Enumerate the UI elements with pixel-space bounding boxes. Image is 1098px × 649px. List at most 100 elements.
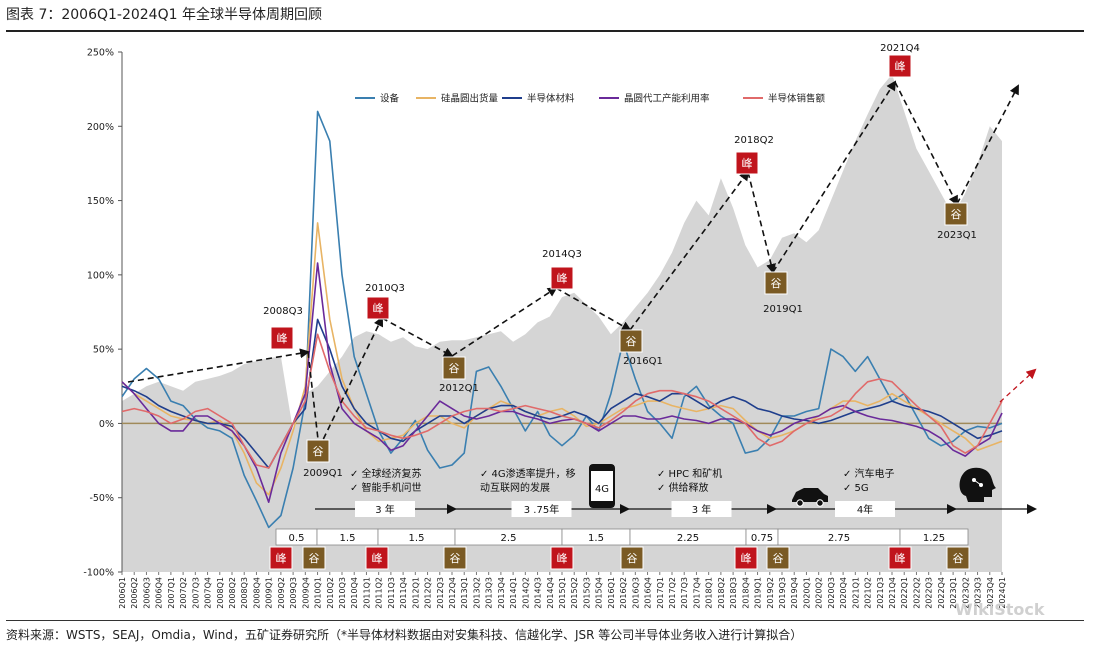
x-tick-label: 2016Q1	[607, 577, 616, 609]
bottom-marker	[946, 546, 970, 570]
x-tick-label: 2022Q3	[925, 577, 934, 609]
x-tick-label: 2016Q2	[619, 577, 628, 609]
driver-text: 动互联网的发展	[480, 481, 550, 494]
bottom-marker-text: 峰	[741, 552, 752, 565]
x-tick-label: 2015Q3	[582, 577, 591, 609]
trough-date-label: 2009Q1	[303, 468, 343, 479]
x-tick-label: 2014Q4	[546, 577, 555, 609]
x-tick-label: 2020Q3	[827, 577, 836, 609]
x-tick-label: 2013Q4	[497, 577, 506, 609]
x-tick-label: 2009Q2	[277, 577, 286, 609]
x-tick-label: 2011Q4	[399, 577, 408, 609]
phase-duration-label: 1.5	[588, 533, 604, 544]
trend-arrow	[381, 317, 454, 357]
driver-text: ✓ 全球经济复苏	[350, 467, 422, 480]
x-tick-label: 2009Q4	[301, 577, 310, 609]
cycle-area	[122, 74, 1002, 573]
y-tick-label: -100%	[83, 568, 114, 579]
driver-text: ✓ 供给释放	[657, 481, 709, 494]
legend-label: 设备	[380, 93, 400, 105]
bottom-marker	[302, 546, 326, 570]
x-tick-label: 2006Q1	[118, 577, 127, 609]
trough-badge-text: 谷	[449, 362, 460, 375]
y-tick-label: 50%	[93, 345, 114, 356]
cycle-label-bg	[511, 501, 572, 517]
x-tick-label: 2020Q1	[802, 577, 811, 609]
phase-duration-label: 0.5	[289, 533, 305, 544]
y-tick-label: 250%	[87, 48, 114, 59]
x-tick-label: 2020Q2	[815, 577, 824, 609]
x-tick-label: 2010Q2	[326, 577, 335, 609]
peak-badge-text: 峰	[557, 272, 568, 285]
x-tick-label: 2017Q2	[668, 577, 677, 609]
x-tick-label: 2009Q3	[289, 577, 298, 609]
cycle-length-label: 3 年	[375, 503, 395, 516]
y-tick-label: 100%	[87, 270, 114, 281]
legend-label: 半导体材料	[527, 93, 575, 105]
x-tick-label: 2019Q1	[754, 577, 763, 609]
x-tick-label: 2023Q3	[974, 577, 983, 609]
y-tick-label: 150%	[87, 196, 114, 207]
driver-text: ✓ 5G	[843, 483, 869, 494]
peak-badge-text: 峰	[373, 302, 384, 315]
x-tick-label: 2008Q4	[252, 577, 261, 609]
x-tick-label: 2012Q2	[424, 577, 433, 609]
title-rule	[6, 30, 1084, 32]
x-tick-label: 2021Q4	[888, 577, 897, 609]
trough-badge	[306, 439, 330, 463]
trough-date-label: 2023Q1	[937, 230, 977, 241]
x-tick-label: 2020Q4	[839, 577, 848, 609]
bottom-marker	[620, 546, 644, 570]
bottom-marker	[888, 546, 912, 570]
x-tick-label: 2014Q3	[534, 577, 543, 609]
x-tick-label: 2017Q4	[692, 577, 701, 609]
legend-label: 硅晶圆出货量	[441, 93, 499, 105]
x-tick-label: 2015Q1	[558, 577, 567, 609]
trend-arrow	[318, 316, 384, 449]
x-tick-label: 2018Q3	[729, 577, 738, 609]
phase-duration-label: 1.5	[409, 533, 425, 544]
phase-duration-label: 2.75	[828, 533, 850, 544]
x-tick-label: 2021Q2	[864, 577, 873, 609]
trough-badge-text: 谷	[951, 208, 962, 221]
trend-arrow	[307, 351, 324, 450]
series-wafer-line	[121, 222, 1003, 496]
cycle-label-bg	[355, 501, 415, 517]
x-tick-label: 2019Q3	[778, 577, 787, 609]
peak-badge	[550, 266, 574, 290]
x-tick-label: 2009Q1	[265, 577, 274, 609]
trend-arrow	[555, 287, 632, 331]
bottom-marker	[766, 546, 790, 570]
x-tick-label: 2023Q1	[949, 577, 958, 609]
phone-icon-bottom	[590, 501, 614, 507]
phase-duration-label: 0.75	[751, 533, 773, 544]
peak-badge-text: 峰	[277, 332, 288, 345]
peak-badge	[270, 326, 294, 350]
peak-badge	[735, 151, 759, 175]
x-tick-label: 2007Q2	[179, 577, 188, 609]
x-tick-label: 2006Q2	[130, 577, 139, 609]
series-sales-line	[121, 333, 1003, 469]
x-tick-label: 2015Q2	[570, 577, 579, 609]
phase-duration-label: 1.5	[340, 533, 356, 544]
legend-label: 半导体销售额	[768, 93, 826, 105]
trough-date-label: 2012Q1	[439, 383, 479, 394]
bottom-marker-text: 峰	[276, 552, 287, 565]
bottom-marker-text: 谷	[450, 552, 461, 565]
peak-badge	[888, 54, 912, 78]
x-tick-label: 2019Q4	[790, 577, 799, 609]
trend-arrow	[747, 171, 776, 274]
x-tick-label: 2016Q4	[644, 577, 653, 609]
x-tick-label: 2021Q1	[851, 577, 860, 609]
x-tick-label: 2016Q3	[631, 577, 640, 609]
y-tick-label: 0%	[99, 419, 114, 430]
bottom-marker-text: 谷	[627, 552, 638, 565]
x-tick-label: 2012Q3	[436, 577, 445, 609]
peak-date-label: 2010Q3	[365, 283, 405, 294]
x-tick-label: 2014Q1	[509, 577, 518, 609]
x-tick-label: 2021Q3	[876, 577, 885, 609]
x-tick-label: 2018Q4	[741, 577, 750, 609]
trough-badge	[442, 356, 466, 380]
x-tick-label: 2014Q2	[521, 577, 530, 609]
